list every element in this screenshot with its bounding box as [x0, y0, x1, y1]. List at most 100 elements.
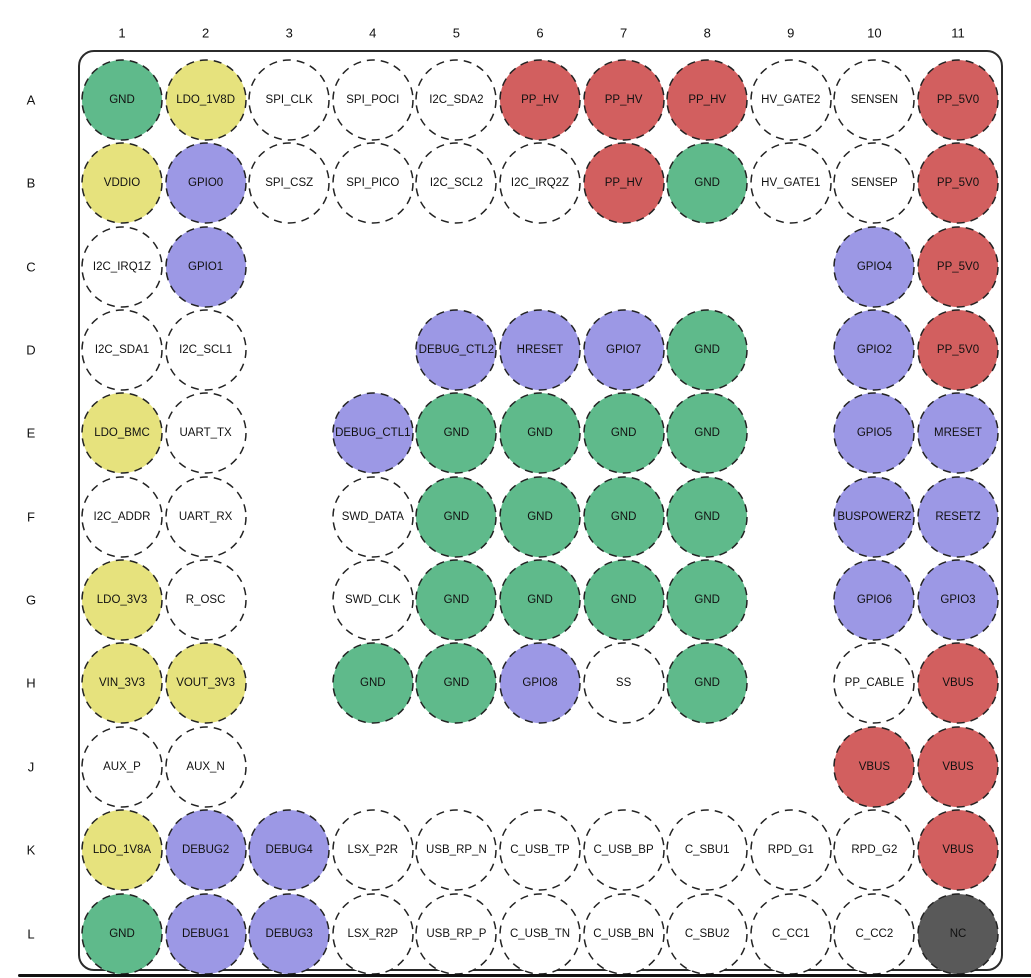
col-label-2: 2	[201, 25, 210, 41]
col-label-11: 11	[951, 25, 965, 41]
outer-frame-bottom-edge	[18, 974, 1031, 977]
pin-B10: SENSEP	[832, 141, 916, 225]
pin-label: SWD_DATA	[341, 510, 404, 523]
pin-G2: R_OSC	[164, 558, 248, 642]
pin-ball-icon	[833, 809, 916, 891]
pin-ball-icon	[332, 559, 414, 641]
pin-label: LDO_1V8D	[176, 94, 235, 106]
pin-label: GND	[527, 510, 553, 523]
pin-B4: SPI_PICO	[331, 141, 415, 225]
pin-A1: GND	[80, 58, 164, 142]
pin-K5: USB_RP_N	[414, 808, 498, 892]
pin-K10: RPD_G2	[832, 808, 916, 892]
pin-B2: GPIO0	[164, 141, 248, 225]
pin-label: C_SBU1	[684, 844, 730, 857]
pin-label: I2C_SCL1	[179, 344, 233, 357]
pin-ball-icon	[582, 892, 665, 975]
row-label-B: B	[26, 175, 36, 191]
pin-L9: C_CC1	[749, 892, 833, 976]
pin-ball-icon	[499, 392, 581, 475]
pin-K11: VBUS	[916, 808, 1000, 892]
pin-H1: VIN_3V3	[80, 641, 164, 725]
pin-label: VOUT_3V3	[176, 677, 235, 690]
pin-label: RESETZ	[935, 510, 981, 523]
row-label-K: K	[26, 842, 36, 858]
col-label-10: 10	[867, 25, 882, 41]
pin-label: HRESET	[516, 344, 564, 357]
pin-ball-icon	[666, 59, 748, 141]
pin-label: AUX_P	[103, 760, 141, 773]
pin-ball-icon	[666, 642, 748, 725]
row-label-G: G	[25, 592, 37, 608]
pin-D2: I2C_SCL1	[164, 308, 248, 392]
pin-K6: C_USB_TP	[498, 808, 582, 892]
pin-label: VBUS	[942, 677, 974, 690]
pin-ball-icon	[499, 142, 581, 225]
pin-label: LSX_R2P	[347, 927, 399, 940]
pin-label: GPIO8	[522, 677, 558, 690]
pin-label: GPIO4	[856, 260, 892, 273]
pin-L7: C_USB_BN	[582, 892, 666, 976]
pin-label: GND	[527, 594, 553, 607]
pin-D7: GPIO7	[582, 308, 666, 392]
pin-label: VBUS	[942, 760, 974, 773]
pin-B1: VDDIO	[80, 141, 164, 225]
pin-label: I2C_SCL2	[429, 177, 483, 190]
pin-label: GND	[443, 427, 470, 440]
pin-ball-icon	[582, 59, 665, 141]
pin-C11: PP_5V0	[916, 225, 1000, 309]
pin-J2: AUX_N	[164, 725, 248, 809]
pin-ball-icon	[833, 225, 916, 308]
pin-H4: GND	[331, 641, 415, 725]
pin-ball-icon	[332, 142, 414, 225]
pin-ball-icon	[666, 309, 748, 391]
pin-ball-icon	[582, 392, 665, 475]
pin-ball-icon	[248, 142, 330, 225]
pin-F8: GND	[665, 475, 749, 559]
pin-ball-icon	[666, 892, 748, 975]
pin-ball-icon	[582, 476, 665, 558]
pin-ball-icon	[81, 642, 163, 725]
pin-A6: PP_HV	[498, 58, 582, 142]
pin-label: GND	[443, 510, 470, 523]
row-label-L: L	[27, 926, 35, 941]
pin-ball-icon	[164, 809, 247, 891]
pin-label: GND	[694, 594, 720, 607]
pin-ball-icon	[499, 809, 581, 891]
pin-E5: GND	[414, 391, 498, 475]
pin-ball-icon	[248, 809, 330, 891]
pin-ball-icon	[164, 225, 247, 308]
col-label-5: 5	[452, 25, 461, 41]
pin-label: SPI_POCI	[346, 94, 400, 106]
pin-label: BUSPOWERZ	[837, 510, 912, 523]
pin-J10: VBUS	[832, 725, 916, 809]
pin-G1: LDO_3V3	[80, 558, 164, 642]
pin-L11: NC	[916, 892, 1000, 976]
row-label-C: C	[26, 259, 36, 275]
pin-label: I2C_ADDR	[93, 510, 151, 523]
pin-ball-icon	[917, 642, 999, 725]
pin-label: GPIO5	[856, 427, 892, 440]
row-label-E: E	[26, 425, 36, 441]
pin-L10: C_CC2	[832, 892, 916, 976]
pin-B5: I2C_SCL2	[414, 141, 498, 225]
pin-label: PP_5V0	[936, 94, 980, 106]
pin-ball-icon	[499, 476, 581, 558]
pin-ball-icon	[499, 59, 581, 141]
pin-label: GND	[694, 177, 720, 190]
pin-ball-icon	[750, 892, 832, 975]
col-label-9: 9	[787, 25, 795, 41]
pin-label: DEBUG_CTL1	[335, 427, 411, 440]
pin-ball-icon	[332, 892, 414, 975]
pin-label: UART_TX	[179, 427, 232, 440]
col-label-7: 7	[619, 25, 628, 41]
pin-ball-icon	[415, 142, 498, 225]
pin-F11: RESETZ	[916, 475, 1000, 559]
pin-ball-icon	[415, 476, 498, 558]
pin-ball-icon	[164, 309, 247, 391]
pin-H6: GPIO8	[498, 641, 582, 725]
pin-label: PP_HV	[604, 94, 643, 106]
pin-F1: I2C_ADDR	[80, 475, 164, 559]
pin-A11: PP_5V0	[916, 58, 1000, 142]
